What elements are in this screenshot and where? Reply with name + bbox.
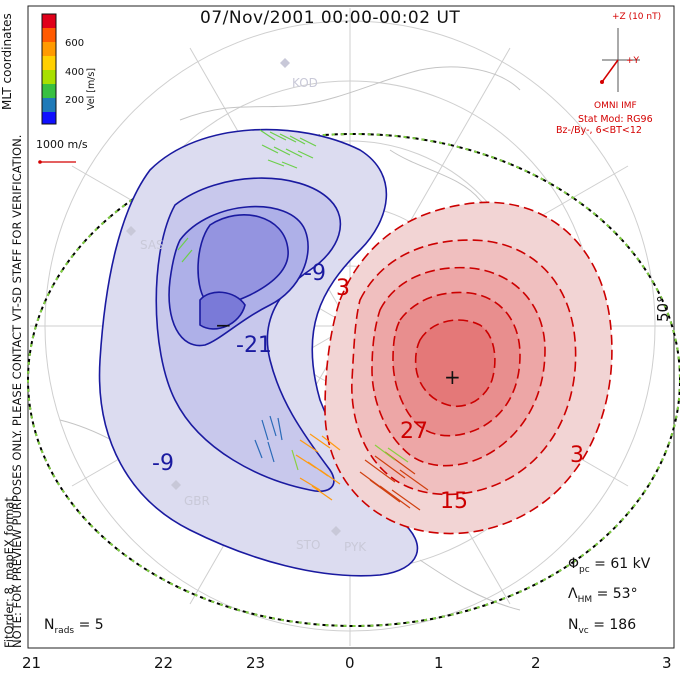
imf-y-label: +Y: [626, 56, 640, 66]
lambda-hm-value: = 53°: [596, 586, 638, 602]
coords-label: MLT coordinates: [0, 13, 14, 110]
imf-source: OMNI IMF: [594, 101, 637, 111]
mlt-tick: 21: [22, 654, 42, 672]
colorbar: [41, 13, 57, 125]
velocity-vectors: [177, 129, 429, 511]
imf-clock: [600, 28, 640, 92]
radar-label: PYK: [344, 540, 367, 554]
positive-cell: [324, 201, 613, 535]
radar-label: KOD: [292, 76, 318, 90]
stat-model: Stat Mod: RG96: [578, 114, 653, 125]
contour-label: -9: [152, 451, 174, 476]
n-vc: Nvc = 186: [568, 617, 637, 636]
hmb-boundary-overlay: [27, 133, 680, 627]
n-vc-value: = 186: [593, 617, 637, 633]
latitude-label: 50°: [654, 295, 672, 322]
contour-label: -21: [236, 333, 272, 358]
radar-label: SAS: [140, 238, 164, 252]
velocity-scale-label: 1000 m/s: [36, 138, 88, 151]
colorbar-tick: 200: [65, 95, 85, 106]
mlt-tick: 2: [531, 654, 541, 672]
mlt-tick: 23: [246, 654, 266, 672]
imf-condition: Bz-/By-, 6<BT<12: [556, 125, 642, 136]
contour-label: 3: [570, 443, 584, 468]
contour-label: 3: [336, 276, 350, 301]
n-rads: Nrads = 5: [44, 617, 104, 636]
contour-label: -9: [304, 261, 326, 286]
colorbar-tick: 600: [65, 38, 85, 49]
colorbar-tick: 400: [65, 67, 85, 78]
map-title: 07/Nov/2001 00:00-00:02 UT: [200, 8, 461, 28]
lambda-hm: ΛHM = 53°: [568, 586, 638, 605]
mlt-tick: 1: [434, 654, 444, 672]
radar-label: GBR: [184, 494, 210, 508]
mlt-tick: 0: [345, 654, 355, 672]
mlt-tick: 22: [154, 654, 174, 672]
fitorder-note: FitOrder: 8, mapEX format: [2, 497, 16, 648]
contour-labels: -21 -9 -9 3 27 15 3: [152, 261, 584, 514]
radar-sites: [126, 58, 341, 536]
mlt-tick: 3: [662, 654, 672, 672]
contour-label: 15: [440, 489, 468, 514]
imf-z-label: +Z (10 nT): [612, 12, 662, 22]
colorbar-label: Vel [m/s]: [86, 67, 97, 110]
phi-pc-value: = 61 kV: [594, 556, 651, 572]
phi-pc: Φpc = 61 kV: [568, 556, 651, 575]
n-rads-value: = 5: [78, 617, 104, 633]
potential-min-marker: −: [215, 313, 232, 337]
potential-max-marker: +: [444, 365, 461, 389]
contour-label: 27: [400, 419, 428, 444]
velocity-scale-dot: [38, 160, 42, 164]
radar-label: STO: [296, 538, 321, 552]
